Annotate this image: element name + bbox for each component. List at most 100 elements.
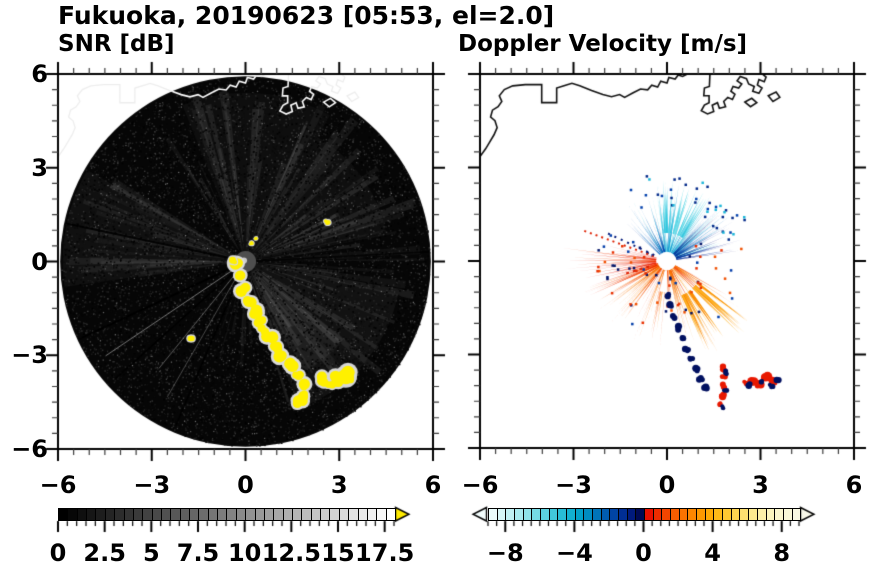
colorbar-cell: [619, 509, 628, 520]
colorbar-cell: [330, 509, 340, 520]
colorbar-cell: [87, 509, 97, 520]
colorbar-cell: [653, 509, 663, 520]
colorbar-tick-label: 5: [142, 539, 160, 567]
colorbar-tick-label: 12.5: [261, 539, 321, 567]
colorbar-cell: [506, 509, 516, 520]
colorbar-cell: [349, 509, 359, 520]
colorbar-cell: [714, 509, 724, 520]
colorbar-cell: [792, 509, 801, 520]
colorbar-cell: [227, 509, 237, 520]
colorbar-cell: [645, 509, 654, 520]
colorbar-cell: [208, 509, 219, 520]
colorbar-cell: [705, 509, 715, 520]
colorbar-cell: [523, 509, 533, 520]
velocity-colorbar: [488, 508, 801, 521]
colorbar-cell: [766, 509, 776, 520]
colorbar-cell: [59, 509, 69, 520]
colorbar-cell: [321, 509, 331, 520]
colorbar-cell: [311, 509, 322, 520]
colorbar-cell: [152, 509, 162, 520]
colorbar-cell: [688, 509, 698, 520]
colorbar-cell: [143, 509, 153, 520]
colorbar-cell: [190, 509, 200, 520]
y-tick-label: 6: [31, 60, 48, 88]
colorbar-cell: [515, 509, 524, 520]
colorbar-cell: [105, 509, 116, 520]
colorbar-cell: [133, 509, 144, 520]
colorbar-cell: [124, 509, 134, 520]
colorbar-tick-label: −4: [555, 539, 593, 567]
colorbar-cell: [171, 509, 181, 520]
colorbar-cell: [627, 509, 637, 520]
colorbar-cell: [497, 509, 507, 520]
colorbar-cell: [246, 509, 256, 520]
x-tick-label: −6: [461, 471, 499, 499]
colorbar-cell: [218, 509, 228, 520]
y-tick-label: −6: [11, 435, 48, 463]
colorbar-tick-label: 10: [227, 539, 262, 567]
x-tick-label: 0: [237, 471, 254, 499]
x-tick-label: −3: [555, 471, 592, 499]
colorbar-cell: [339, 509, 350, 520]
colorbar-cell: [610, 509, 620, 520]
colorbar-tick-label: −8: [486, 539, 524, 567]
colorbar-cell: [584, 509, 594, 520]
y-tick-label: 0: [31, 247, 48, 276]
x-tick-label: 3: [752, 471, 769, 499]
colorbar-cell: [367, 509, 378, 520]
colorbar-cell: [358, 509, 368, 520]
colorbar-tick-label: 8: [773, 539, 791, 567]
figure-title: Fukuoka, 20190623 [05:53, el=2.0]: [58, 1, 555, 30]
colorbar-cell: [575, 509, 585, 520]
x-tick-label: 6: [424, 471, 442, 499]
colorbar-tick-label: 7.5: [176, 539, 220, 567]
colorbar-cell: [236, 509, 247, 520]
colorbar-cell: [541, 509, 550, 520]
x-tick-label: 0: [658, 471, 676, 499]
colorbar-tick-label: 0: [49, 539, 67, 567]
colorbar-cell: [567, 509, 576, 520]
colorbar-cell: [757, 509, 767, 520]
colorbar-cell: [749, 509, 758, 520]
colorbar-cell: [292, 509, 303, 520]
colorbar-cell: [68, 509, 78, 520]
colorbar-cell: [697, 509, 706, 520]
x-tick-label: −6: [39, 471, 77, 499]
x-tick-label: 3: [330, 471, 348, 499]
colorbar-cell: [549, 509, 559, 520]
colorbar-cell: [377, 509, 387, 520]
colorbar-cell: [601, 509, 611, 520]
colorbar-cell: [180, 509, 191, 520]
snr-colorbar: [58, 508, 396, 521]
colorbar-cell: [96, 509, 106, 520]
colorbar-cell: [662, 509, 672, 520]
colorbar-cell: [671, 509, 680, 520]
colorbar-cell: [77, 509, 88, 520]
colorbar-cell: [115, 509, 125, 520]
colorbar-cell: [723, 509, 732, 520]
colorbar-cell: [593, 509, 602, 520]
panel-title-snr: SNR [dB]: [58, 31, 175, 57]
y-tick-label: −3: [11, 341, 48, 370]
colorbar-tick-label: 0: [635, 539, 652, 567]
colorbar-cell: [679, 509, 689, 520]
colorbar-cell: [532, 509, 542, 520]
colorbar-cell: [775, 509, 784, 520]
colorbar-cell: [161, 509, 172, 520]
colorbar-cell: [731, 509, 741, 520]
colorbar-cell: [386, 509, 395, 520]
colorbar-tick-label: 4: [704, 539, 721, 567]
colorbar-cell: [283, 509, 293, 520]
colorbar-tick-label: 2.5: [83, 539, 126, 567]
colorbar-cell: [274, 509, 284, 520]
colorbar-cell: [558, 509, 568, 520]
y-tick-label: 3: [31, 153, 48, 182]
colorbar-cell: [740, 509, 750, 520]
colorbar-tick-label: 15: [321, 539, 355, 567]
colorbar-cell: [302, 509, 312, 520]
colorbar-cell: [489, 509, 498, 520]
colorbar-cell: [636, 509, 646, 520]
colorbar-tick-label: 17.5: [355, 539, 415, 567]
